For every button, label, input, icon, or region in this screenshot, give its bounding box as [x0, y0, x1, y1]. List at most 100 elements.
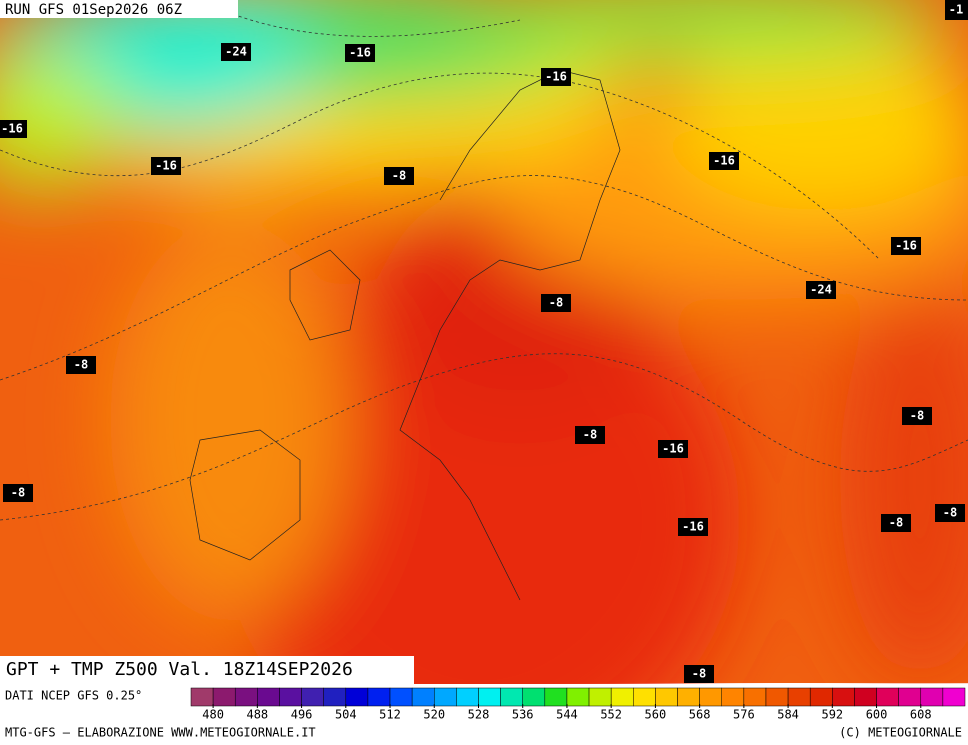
colorbar-tick-label: 528: [468, 708, 490, 722]
contour-label-box: [384, 167, 414, 185]
colorbar-tick-label: 536: [512, 708, 534, 722]
colorbar-swatch: [279, 687, 302, 707]
colorbar-title: DATI NCEP GFS 0.25°: [5, 689, 142, 703]
colorbar-swatch: [633, 687, 656, 707]
colorbar-swatch: [257, 687, 280, 707]
colorbar-swatch: [500, 687, 523, 707]
colorbar-swatch: [610, 687, 634, 707]
contour-label: -8: [583, 428, 597, 442]
colorbar-swatch: [920, 687, 944, 707]
colorbar-swatch: [588, 687, 612, 707]
colorbar-swatch: [699, 687, 722, 707]
colorbar-swatch: [323, 687, 347, 707]
contour-label: -8: [392, 169, 406, 183]
colorbar-swatch: [566, 687, 590, 707]
contour-label-box: [345, 44, 375, 62]
colorbar-swatch: [854, 687, 877, 707]
contour-label-box: [221, 43, 251, 61]
colorbar-tick-label: 568: [689, 708, 711, 722]
colorbar-swatch: [743, 687, 767, 707]
colorbar-swatch: [809, 687, 833, 707]
contour-label-box: [66, 356, 96, 374]
colorbar-swatch: [942, 687, 966, 707]
contour-label-box: [709, 152, 739, 170]
colorbar-tick-label: 544: [556, 708, 578, 722]
colorbar-swatch: [411, 687, 435, 707]
colorbar-swatch: [301, 687, 324, 707]
contour-label-box: [902, 407, 932, 425]
contour-label-box: [3, 484, 33, 502]
colorbar-swatch: [787, 687, 811, 707]
contour-label-box: [541, 68, 571, 86]
corner-box: [945, 0, 968, 20]
corner-label: -1: [949, 3, 963, 17]
colorbar-swatch: [212, 687, 236, 707]
contour-label-box: [541, 294, 571, 312]
contour-label-box: [151, 157, 181, 175]
colorbar: 480 488 496 504 512 520 528 536 544 552 560 568 576 5…: [190, 687, 966, 722]
contour-labels: -24 -16 -16 -16 -16 -8 -16 -16 -24 -8 -8 -8 -8 -16 -8 -…: [0, 43, 965, 683]
contour-label-box: [684, 665, 714, 683]
contour-label-box: [891, 237, 921, 255]
colorbar-swatch: [367, 687, 391, 707]
contour-label: -8: [11, 486, 25, 500]
contour-label: -16: [713, 154, 735, 168]
footer-right: (C) METEOGIORNALE: [839, 726, 962, 740]
contour-label: -8: [549, 296, 563, 310]
colorbar-tick-label: 520: [423, 708, 445, 722]
colorbar-swatch: [389, 687, 413, 707]
contour-label: -16: [545, 70, 567, 84]
contour-label: -24: [810, 283, 832, 297]
contour-label-box: [806, 281, 836, 299]
colorbar-tick-label: 576: [733, 708, 755, 722]
caption: GPT + TMP Z500 Val. 18Z14SEP2026: [6, 659, 353, 680]
contour-label: -16: [682, 520, 704, 534]
colorbar-swatch: [234, 687, 258, 707]
colorbar-swatch: [832, 687, 855, 707]
colorbar-swatch: [478, 687, 501, 707]
contour-label: -16: [155, 159, 177, 173]
contour-label: -8: [889, 516, 903, 530]
colorbar-tick-label: 496: [291, 708, 313, 722]
colorbar-tick-label: 608: [910, 708, 932, 722]
contour-label-box: [575, 426, 605, 444]
contour-label-box: [658, 440, 688, 458]
colorbar-tick-label: 560: [645, 708, 667, 722]
colorbar-tick-label: 504: [335, 708, 357, 722]
colorbar-swatch: [522, 687, 546, 707]
caption-box: [0, 656, 414, 684]
contour-label: -8: [943, 506, 957, 520]
contour-label: -16: [662, 442, 684, 456]
contour-label: -16: [1, 122, 23, 136]
contour-label-box: [881, 514, 911, 532]
colorbar-swatch: [655, 687, 678, 707]
contour-label: -16: [349, 46, 371, 60]
colorbar-tick-label: 552: [600, 708, 622, 722]
colorbar-tick-label: 480: [202, 708, 224, 722]
colorbar-tick-label: 488: [246, 708, 268, 722]
contour-label-box: [935, 504, 965, 522]
run-label: RUN GFS 01Sep2026 06Z: [5, 2, 182, 18]
colorbar-swatch: [898, 687, 922, 707]
contour-label: -16: [895, 239, 917, 253]
colorbar-tick-label: 512: [379, 708, 401, 722]
contour-label: -24: [225, 45, 247, 59]
colorbar-swatch: [456, 687, 479, 707]
colorbar-swatch: [721, 687, 745, 707]
contour-label: -8: [692, 667, 706, 681]
contour-label-box: [678, 518, 708, 536]
contour-label: -8: [910, 409, 924, 423]
colorbar-swatch: [190, 687, 214, 707]
colorbar-tick-label: 600: [866, 708, 888, 722]
header-box: [0, 0, 238, 18]
colorbar-swatch: [765, 687, 789, 707]
colorbar-swatch: [434, 687, 457, 707]
colorbar-tick-label: 584: [777, 708, 799, 722]
colorbar-swatch: [345, 687, 369, 707]
footer-left: MTG-GFS — ELABORAZIONE WWW.METEOGIORNALE…: [5, 726, 316, 740]
contour-label: -8: [74, 358, 88, 372]
colorbar-swatch: [677, 687, 700, 707]
